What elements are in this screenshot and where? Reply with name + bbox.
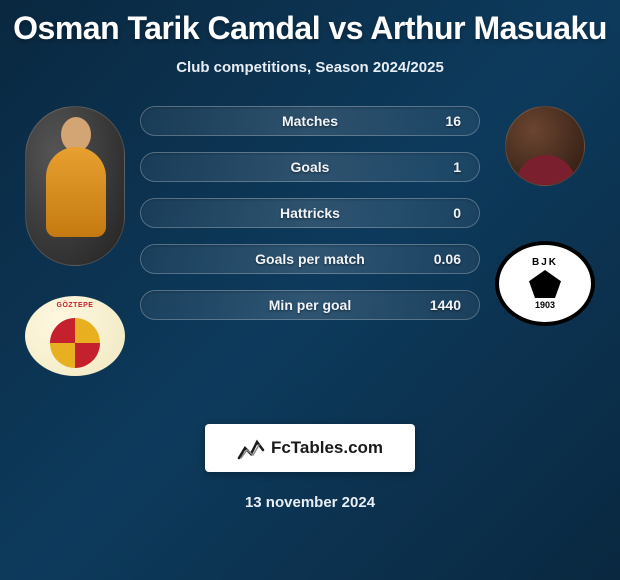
stat-right-value: 16 <box>421 113 461 129</box>
stat-label: Min per goal <box>269 297 351 313</box>
fctables-logo-icon <box>237 436 265 460</box>
player-left-avatar <box>25 106 125 266</box>
stat-row: Matches 16 <box>140 106 480 136</box>
club-right-year: 1903 <box>535 300 555 310</box>
left-column <box>20 106 130 376</box>
stat-row: Goals per match 0.06 <box>140 244 480 274</box>
stat-row: Min per goal 1440 <box>140 290 480 320</box>
club-right-badge: BJK 1903 <box>495 241 595 326</box>
stat-label: Goals per match <box>255 251 365 267</box>
player-right-avatar <box>505 106 585 186</box>
stats-list: Matches 16 Goals 1 Hattricks 0 Goals per… <box>140 106 480 320</box>
stat-right-value: 0.06 <box>421 251 461 267</box>
stat-label: Hattricks <box>280 205 340 221</box>
right-column: BJK 1903 <box>490 106 600 326</box>
stat-row: Hattricks 0 <box>140 198 480 228</box>
subtitle: Club competitions, Season 2024/2025 <box>0 59 620 76</box>
stat-label: Matches <box>282 113 338 129</box>
page-title: Osman Tarik Camdal vs Arthur Masuaku <box>0 0 620 47</box>
comparison-panel: Matches 16 Goals 1 Hattricks 0 Goals per… <box>0 106 620 376</box>
stat-right-value: 1 <box>421 159 461 175</box>
date-text: 13 november 2024 <box>0 494 620 511</box>
stat-label: Goals <box>291 159 330 175</box>
stat-right-value: 1440 <box>421 297 461 313</box>
club-left-badge <box>25 296 125 376</box>
eagle-icon <box>525 270 565 298</box>
stat-right-value: 0 <box>421 205 461 221</box>
stat-row: Goals 1 <box>140 152 480 182</box>
branding-badge[interactable]: FcTables.com <box>205 424 415 472</box>
club-right-abbrev: BJK <box>532 257 558 268</box>
branding-text: FcTables.com <box>271 438 383 458</box>
